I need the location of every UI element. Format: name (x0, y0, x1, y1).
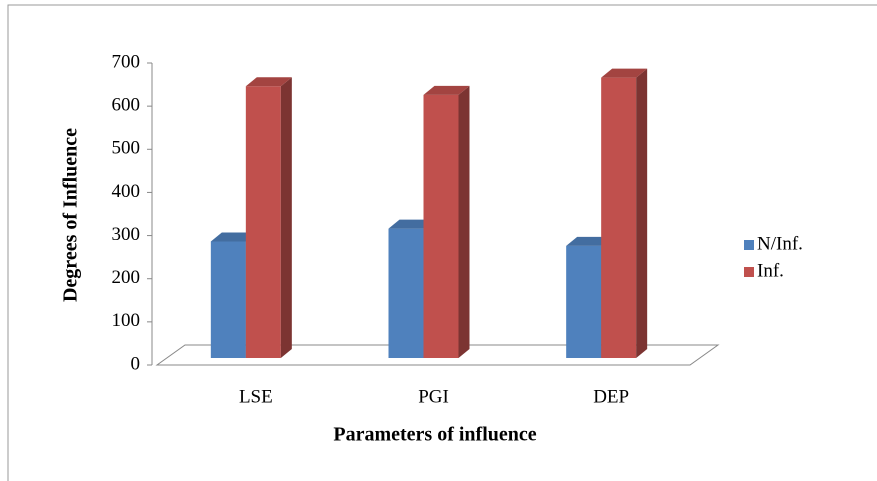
bar-face (245, 77, 292, 87)
bar-face (423, 94, 459, 358)
y-tick-label: 300 (112, 224, 141, 245)
bar-face (458, 85, 470, 358)
x-tick-label: DEP (593, 386, 629, 407)
y-tick-label: 600 (112, 95, 141, 116)
floor (155, 344, 720, 366)
bar-face (210, 232, 257, 242)
bar (423, 85, 470, 358)
bar-face (280, 77, 292, 358)
y-tick-label: 0 (131, 353, 141, 374)
bar-face (566, 236, 613, 246)
legend-swatch (744, 267, 754, 277)
bar-face (245, 86, 281, 358)
bar-face (423, 85, 470, 95)
bar (245, 77, 292, 358)
bar-face (210, 241, 246, 358)
bar-face (566, 245, 602, 358)
frame (7, 4, 877, 481)
bar-face (388, 228, 424, 358)
bar (601, 68, 648, 359)
bar-face (636, 68, 648, 359)
bar-face (601, 77, 637, 359)
y-tick-label: 100 (112, 310, 141, 331)
bar-face (601, 68, 648, 78)
y-tick-label: 400 (112, 181, 141, 202)
y-axis-title: Degrees of Influence (60, 128, 82, 302)
x-axis-title: Parameters of influence (333, 424, 536, 446)
y-tick-label: 500 (112, 138, 141, 159)
legend-swatch (744, 240, 754, 250)
legend-label: Inf. (757, 260, 784, 281)
legend-label: N/Inf. (757, 233, 803, 254)
x-tick-label: LSE (239, 386, 273, 407)
y-tick-label: 700 (112, 51, 141, 72)
y-tick-label: 200 (112, 267, 141, 288)
x-tick-label: PGI (418, 386, 449, 407)
bar-face (388, 219, 435, 229)
